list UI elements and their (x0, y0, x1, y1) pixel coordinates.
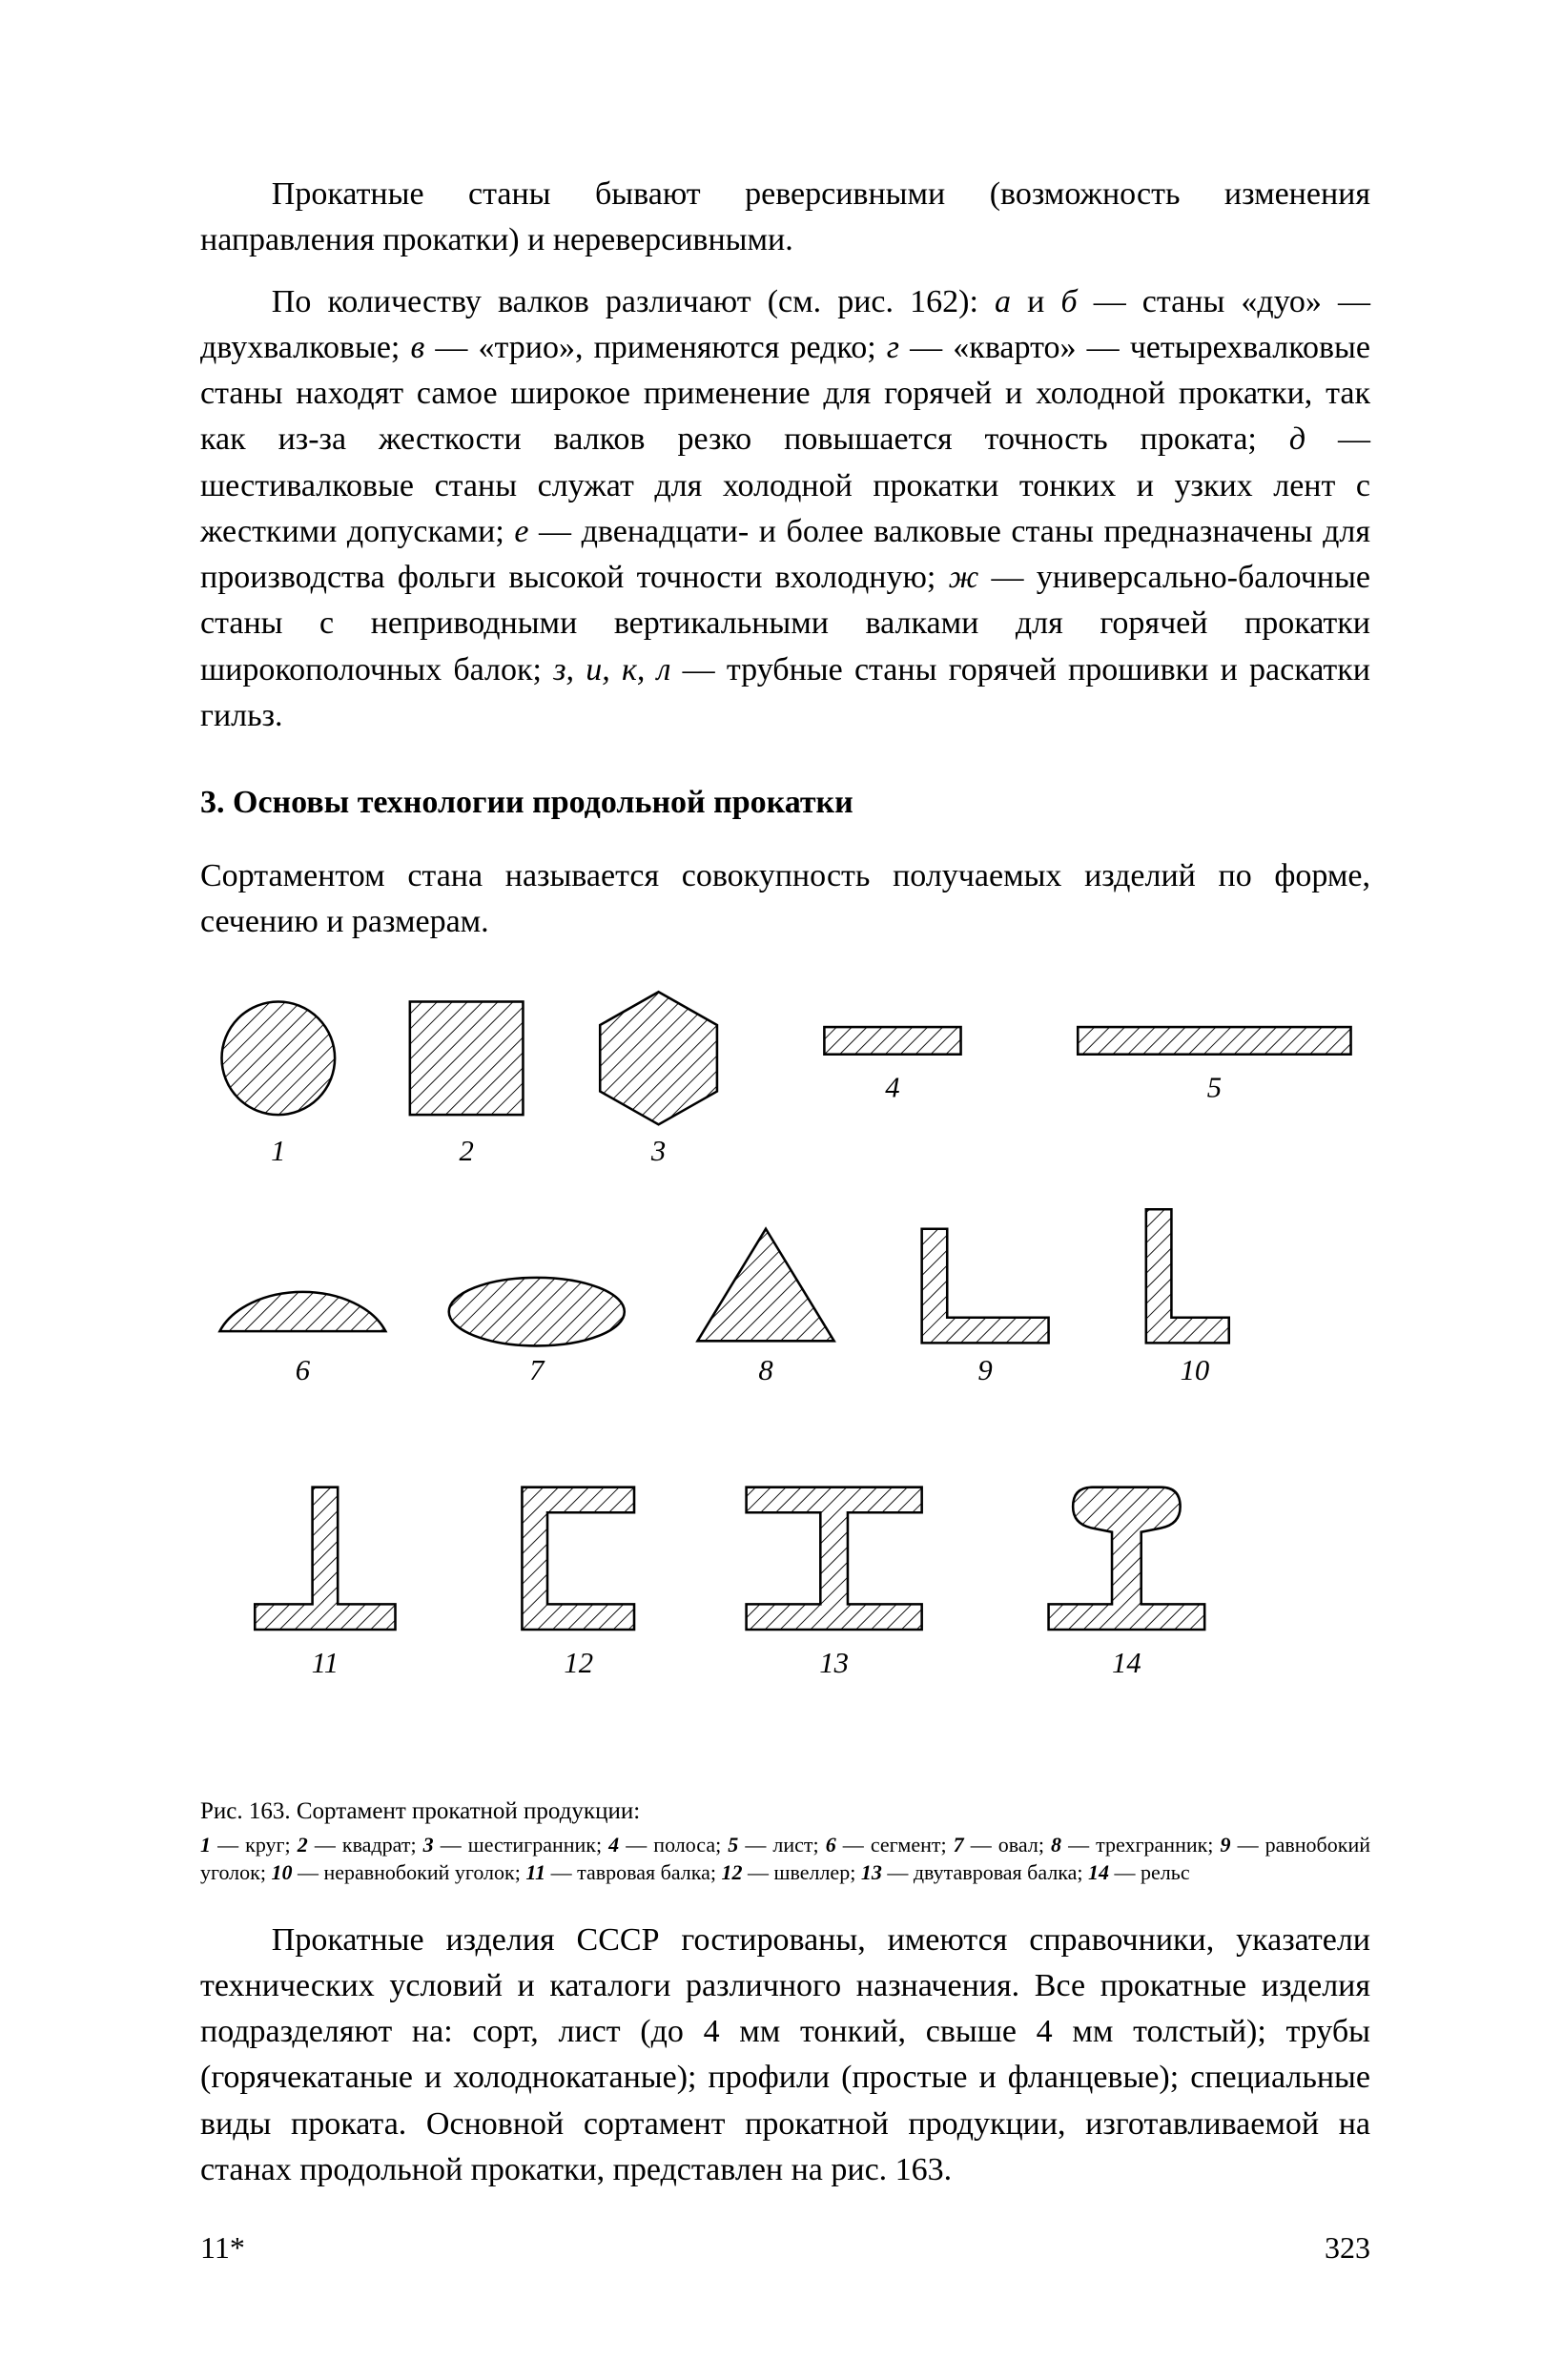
label-10: 10 (1181, 1354, 1210, 1386)
label-5: 5 (1207, 1071, 1222, 1103)
label-1: 1 (271, 1135, 285, 1167)
label-4: 4 (885, 1071, 899, 1103)
footer-right: 323 (1325, 2230, 1370, 2266)
page: Прокатные станы бывают реверсивными (воз… (0, 0, 1542, 2380)
p2-g: г (887, 330, 899, 365)
p2-d: д (1289, 421, 1306, 457)
shape-oval: 7 (449, 1278, 625, 1386)
shape-square: 2 (410, 1001, 524, 1167)
paragraph-4: Прокатные изделия СССР гостированы, имею… (200, 1918, 1370, 2194)
shape-strip: 4 (824, 1027, 960, 1104)
label-11: 11 (312, 1647, 339, 1679)
paragraph-2: По количеству валков различают (см. рис.… (200, 279, 1370, 740)
p2-z: з, и, к, л (553, 652, 670, 687)
figure-caption: Рис. 163. Сортамент прокатной продукции: (200, 1796, 1370, 1826)
p2-b: б (1060, 284, 1077, 319)
label-13: 13 (819, 1647, 849, 1679)
label-9: 9 (977, 1354, 992, 1386)
label-7: 7 (529, 1354, 545, 1386)
shape-equal-angle: 9 (922, 1228, 1049, 1385)
p2-seg2: — «трио», применяются редко; (424, 330, 887, 365)
figure-163-svg: 1 2 3 4 5 (200, 980, 1370, 1779)
section-heading: 3. Основы технологии продольной прокатки (200, 785, 1370, 821)
footer-left: 11* (200, 2230, 245, 2266)
label-3: 3 (650, 1135, 666, 1167)
p2-pre: По количеству валков различают (см. рис.… (272, 284, 995, 319)
shape-sheet: 5 (1078, 1027, 1350, 1104)
p2-v: в (411, 330, 425, 365)
shape-hexagon: 3 (600, 992, 717, 1167)
paragraph-3: Сортаментом стана называется совокупност… (200, 853, 1370, 946)
figure-163: 1 2 3 4 5 (200, 980, 1370, 1887)
shape-rail: 14 (1049, 1487, 1205, 1678)
p2-a: а (995, 284, 1011, 319)
p2-and: и (1011, 284, 1060, 319)
label-8: 8 (758, 1354, 772, 1386)
page-footer: 11* 323 (200, 2230, 1370, 2266)
shape-channel: 12 (522, 1487, 634, 1678)
shape-t-beam: 11 (255, 1487, 395, 1678)
p2-e: е (514, 514, 528, 549)
shape-unequal-angle: 10 (1146, 1209, 1229, 1386)
p2-zh: ж (949, 560, 979, 595)
figure-legend: 1 — круг; 2 — квадрат; 3 — шестигранник;… (200, 1832, 1370, 1886)
shape-i-beam: 13 (747, 1487, 922, 1678)
paragraph-1: Прокатные станы бывают реверсивными (воз… (200, 172, 1370, 264)
label-2: 2 (459, 1135, 473, 1167)
label-14: 14 (1112, 1647, 1141, 1679)
shape-circle: 1 (222, 1001, 336, 1167)
label-6: 6 (296, 1354, 311, 1386)
legend-text: 1 — круг; 2 — квадрат; 3 — шестигранник;… (200, 1833, 1370, 1884)
label-12: 12 (564, 1647, 593, 1679)
shape-triangle: 8 (697, 1228, 833, 1385)
shape-segment: 6 (219, 1292, 385, 1386)
